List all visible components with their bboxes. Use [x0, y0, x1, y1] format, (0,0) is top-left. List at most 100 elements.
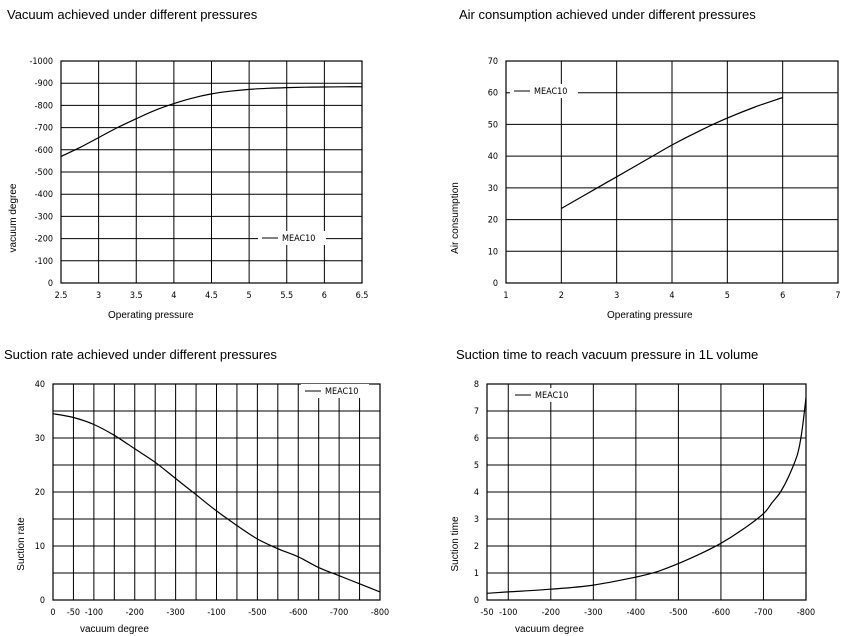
y-tick-label: 40 [488, 152, 498, 162]
y-tick-label: -200 [35, 235, 53, 245]
y-tick-label: 1 [474, 569, 479, 579]
x-tick-label: -500 [669, 608, 687, 618]
suction-time-chart: -50 -100 -200 -300 -400 -500 -600 -700 -800 0 1 2 3 4… [450, 380, 815, 635]
x-tick-label: 0 [50, 608, 55, 618]
y-tick-label: 3 [474, 515, 479, 525]
y-axis-label: Air consumption [450, 182, 461, 254]
y-tick-label: 7 [474, 407, 479, 417]
y-tick-label: 0 [493, 279, 498, 289]
x-tick-label: -300 [166, 608, 184, 618]
y-tick-label: 5 [474, 461, 479, 471]
series-line-meac10 [486, 397, 807, 594]
x-tick-label: -50 [480, 608, 493, 618]
y-tick-label: -1000 [29, 57, 53, 67]
y-tick-label: -600 [35, 146, 53, 156]
x-tick-label: 7 [835, 291, 840, 301]
plot-frame [486, 383, 807, 601]
x-tick-label: 5 [247, 291, 252, 301]
series-line-meac10 [60, 86, 363, 158]
x-tick-label: -200 [126, 608, 144, 618]
x-axis-label: vacuum degree [515, 624, 584, 635]
y-tick-label: -900 [35, 79, 53, 89]
y-tick-label: 10 [488, 247, 498, 257]
x-tick-label: 5 [725, 291, 730, 301]
chart-title: Suction time to reach vacuum pressure in… [456, 347, 759, 362]
x-tick-label: 4 [669, 291, 674, 301]
x-tick-label: -300 [584, 608, 602, 618]
y-tick-label: 2 [474, 542, 479, 552]
suction-rate-chart: 0 -50 -100 -200 -300 -100 -500 -600 -700 -800 0 10 2… [16, 380, 389, 635]
y-tick-label: 40 [35, 380, 45, 390]
vacuum-chart: 2.5 3 3.5 4 4.5 5 5.5 6 6.5 0 -100 -200 -300 -400 -500… [8, 57, 369, 321]
x-tick-label: -800 [371, 608, 389, 618]
y-tick-label: -800 [35, 101, 53, 111]
legend-label: MEAC10 [535, 391, 568, 401]
plot-frame [52, 383, 381, 601]
x-axis-label: Operating pressure [108, 310, 194, 321]
y-tick-label: 60 [488, 89, 498, 99]
x-tick-label: -500 [248, 608, 266, 618]
x-tick-label: -100 [207, 608, 225, 618]
y-tick-label: 0 [40, 596, 45, 606]
x-tick-label: -200 [542, 608, 560, 618]
x-tick-label: -50 [67, 608, 80, 618]
y-axis-label: Suction time [450, 516, 461, 571]
y-tick-label: -300 [35, 212, 53, 222]
chart-panel-suction-time: Suction time to reach vacuum pressure in… [424, 318, 849, 636]
legend-label: MEAC10 [534, 87, 567, 97]
y-tick-label: 10 [35, 542, 45, 552]
chart-title: Air consumption achieved under different… [459, 7, 756, 22]
x-tick-label: 2.5 [55, 291, 68, 301]
chart-title: Vacuum achieved under different pressure… [7, 7, 258, 22]
x-tick-label: -100 [85, 608, 103, 618]
x-tick-label: 5.5 [280, 291, 293, 301]
x-tick-label: 6 [322, 291, 327, 301]
chart-panel-air-consumption: Air consumption achieved under different… [424, 0, 849, 321]
x-tick-label: -400 [627, 608, 645, 618]
chart-title: Suction rate achieved under different pr… [4, 347, 277, 362]
y-tick-label: -100 [35, 257, 53, 267]
x-tick-label: 6 [780, 291, 785, 301]
x-axis-label: vacuum degree [80, 624, 149, 635]
x-tick-label: -700 [754, 608, 772, 618]
chart-panel-vacuum: Vacuum achieved under different pressure… [0, 0, 424, 321]
x-tick-label: 2 [559, 291, 564, 301]
y-tick-label: 0 [48, 279, 53, 289]
y-tick-label: 50 [488, 120, 498, 130]
x-tick-label: 1 [503, 291, 508, 301]
y-tick-label: 30 [35, 434, 45, 444]
x-axis-label: Operating pressure [607, 310, 693, 321]
y-tick-label: 30 [488, 184, 498, 194]
legend-label: MEAC10 [325, 387, 358, 397]
y-tick-label: 20 [488, 216, 498, 226]
y-tick-label: -400 [35, 190, 53, 200]
x-tick-label: 3 [96, 291, 101, 301]
x-tick-label: 3.5 [130, 291, 143, 301]
plot-frame [60, 60, 363, 284]
legend-label: MEAC10 [282, 234, 315, 244]
series-line-meac10 [560, 96, 783, 210]
y-tick-label: 20 [35, 488, 45, 498]
y-tick-label: -500 [35, 168, 53, 178]
y-tick-label: 0 [474, 596, 479, 606]
x-tick-label: 6.5 [356, 291, 369, 301]
y-tick-label: 70 [488, 57, 498, 67]
x-tick-label: -600 [289, 608, 307, 618]
y-axis-label: Suction rate [16, 517, 27, 571]
legend-box [510, 84, 578, 98]
legend-box [511, 388, 579, 402]
x-tick-label: 3 [614, 291, 619, 301]
y-axis-label: vacuum degree [8, 183, 19, 252]
x-tick-label: -800 [797, 608, 815, 618]
y-tick-label: 6 [474, 434, 479, 444]
y-tick-label: 4 [474, 488, 479, 498]
y-tick-label: -700 [35, 124, 53, 134]
x-tick-label: -600 [712, 608, 730, 618]
plot-frame [505, 60, 839, 284]
x-tick-label: -700 [330, 608, 348, 618]
x-tick-label: 4 [171, 291, 176, 301]
y-tick-label: 8 [474, 380, 479, 390]
x-tick-label: -100 [499, 608, 517, 618]
series-line-meac10 [52, 413, 381, 593]
